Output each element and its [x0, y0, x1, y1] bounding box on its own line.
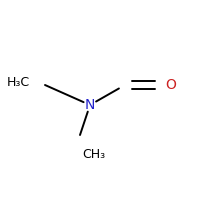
Text: CH₃: CH₃	[82, 148, 105, 161]
Text: O: O	[165, 78, 176, 92]
Text: N: N	[85, 98, 95, 112]
Text: H₃C: H₃C	[7, 75, 30, 88]
